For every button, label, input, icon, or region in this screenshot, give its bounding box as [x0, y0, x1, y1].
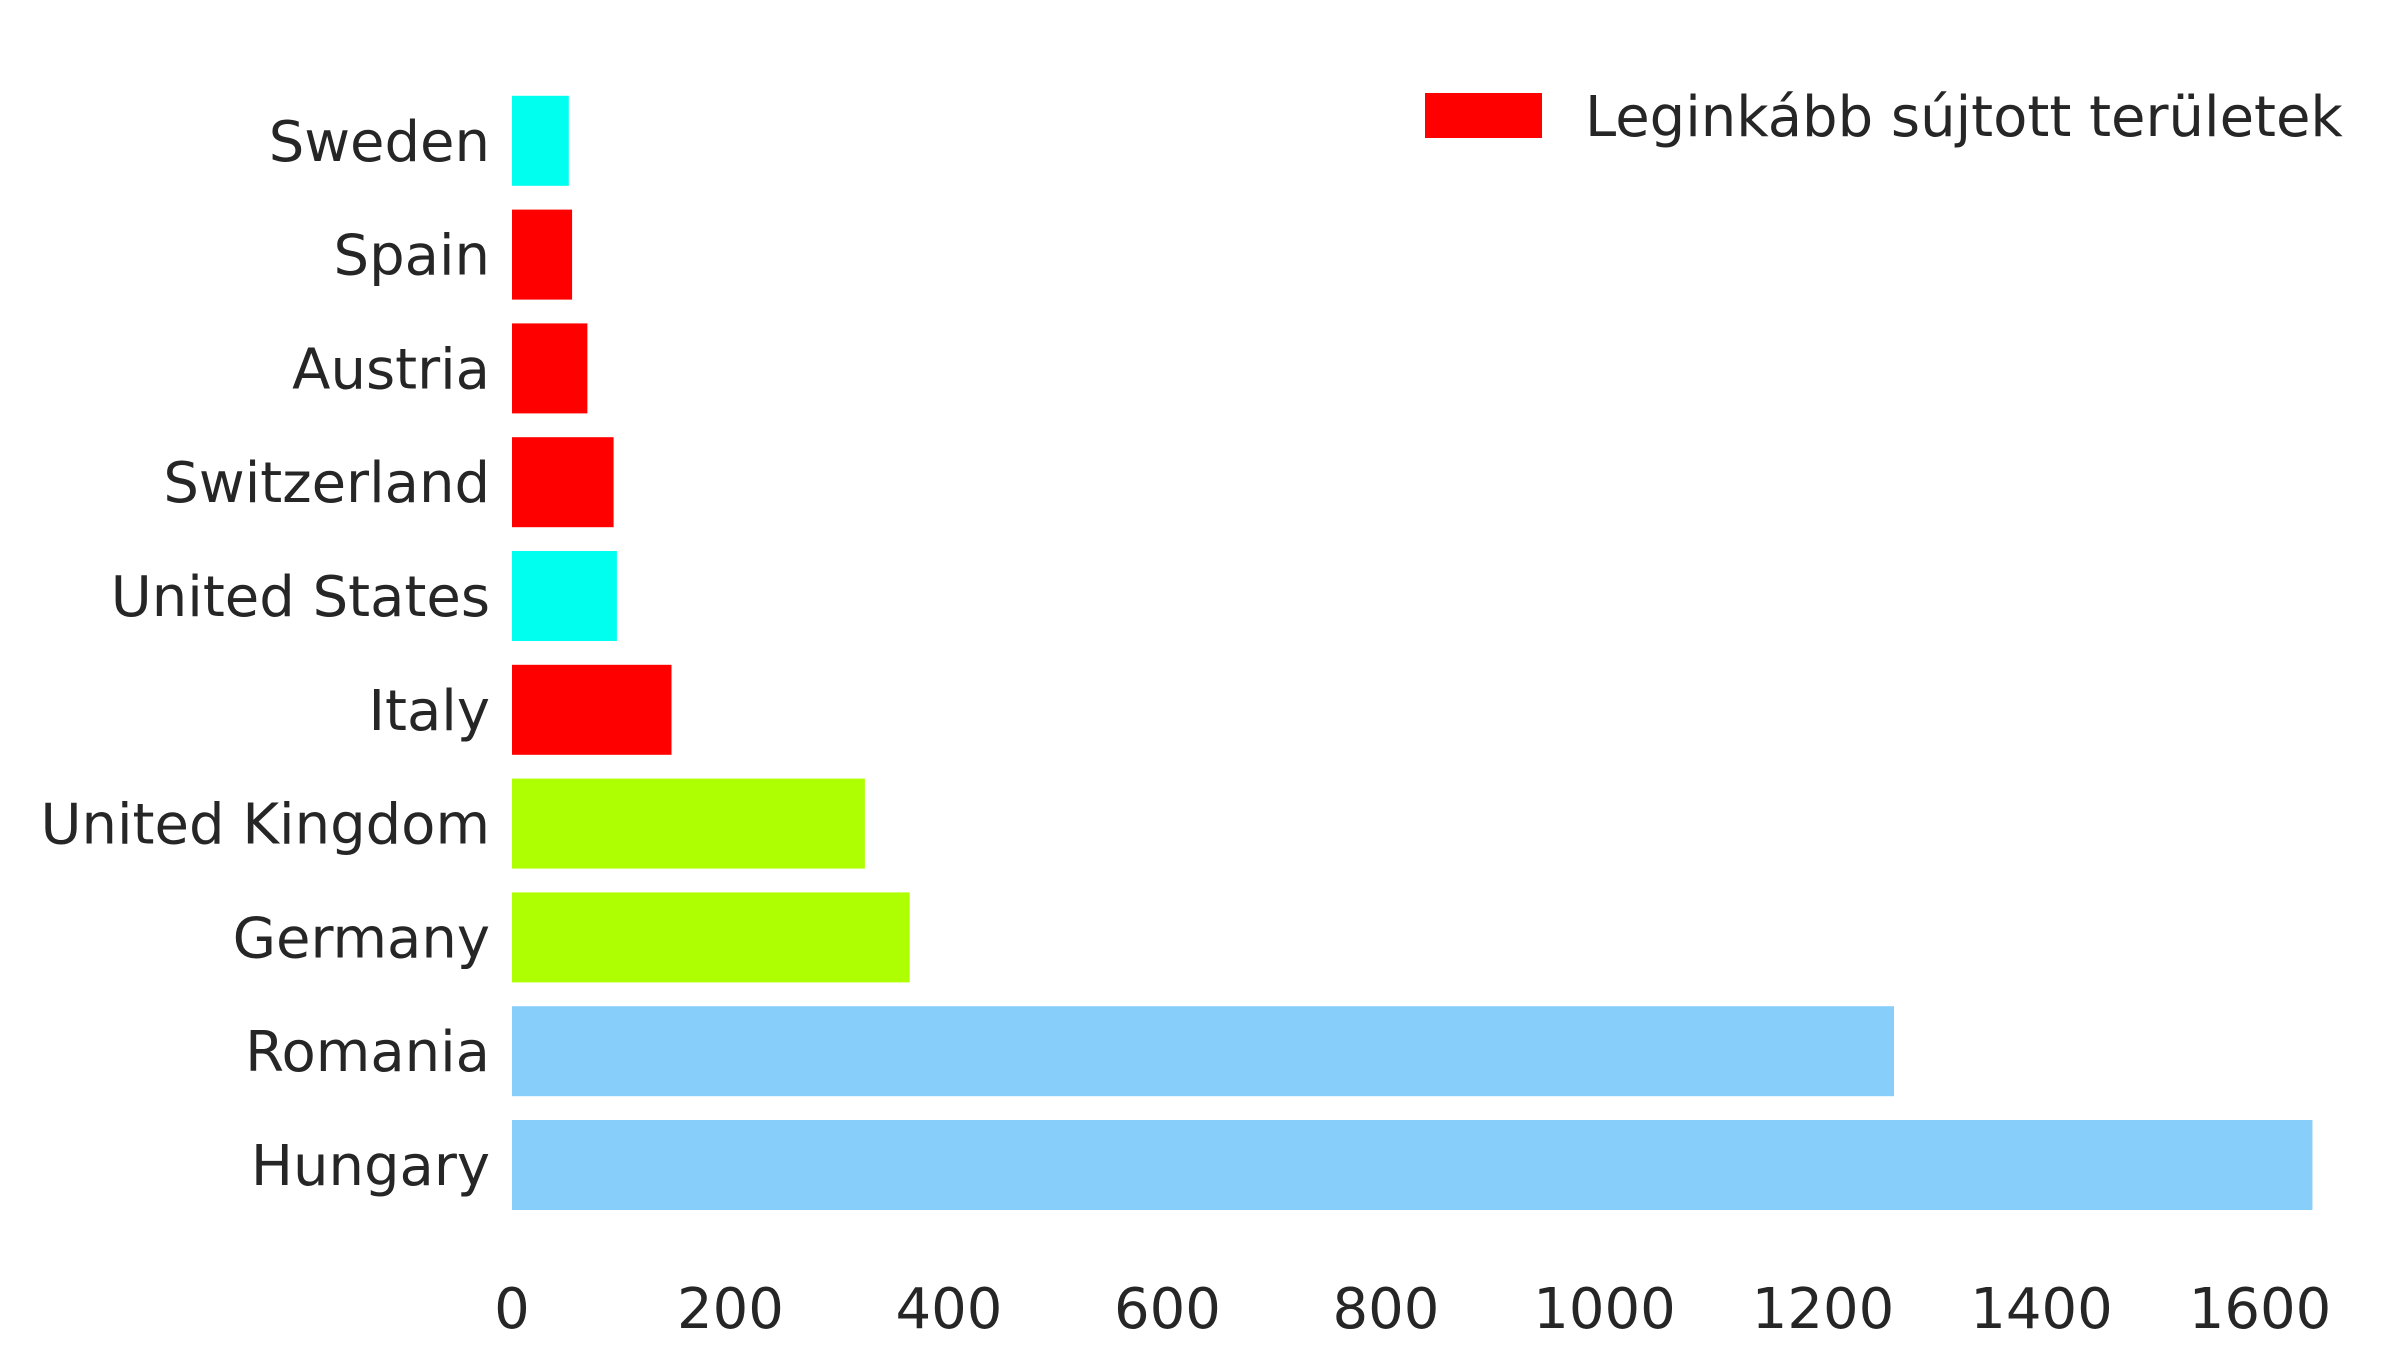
category-label: Hungary [251, 1134, 490, 1199]
x-tick-label: 800 [1333, 1277, 1440, 1342]
x-tick-label: 0 [494, 1277, 530, 1342]
category-label: Austria [292, 337, 490, 402]
bar-germany [512, 892, 910, 983]
x-tick-label: 1400 [1970, 1277, 2113, 1342]
category-label: Italy [369, 679, 491, 744]
bar-sweden [512, 95, 569, 186]
category-label: Romania [245, 1020, 490, 1085]
bar-italy [512, 664, 672, 755]
bar-spain [512, 209, 573, 300]
x-tick-label: 1000 [1533, 1277, 1676, 1342]
bar-switzerland [512, 437, 614, 528]
bar-hungary [512, 1120, 2313, 1210]
x-tick-label: 1200 [1752, 1277, 1895, 1342]
x-tick-label: 600 [1114, 1277, 1221, 1342]
category-label: Sweden [269, 110, 490, 175]
legend: Leginkább sújtott területek [1425, 85, 2343, 150]
bar-romania [512, 1006, 1895, 1097]
category-label: Spain [334, 224, 490, 289]
legend-label: Leginkább sújtott területek [1585, 85, 2343, 150]
x-tick-label: 400 [896, 1277, 1003, 1342]
bar-united-states [512, 551, 617, 641]
x-axis-ticks: 0 200 400 600 800 1000 1200 1400 1600 [494, 1277, 2331, 1342]
x-tick-label: 200 [677, 1277, 784, 1342]
legend-swatch [1425, 93, 1542, 138]
x-tick-label: 1600 [2189, 1277, 2332, 1342]
category-label: Germany [233, 906, 490, 971]
bar-austria [512, 323, 588, 414]
category-labels: Hungary Romania Germany United Kingdom Italy… [41, 110, 490, 1199]
category-label: United Kingdom [41, 793, 490, 858]
category-label: Switzerland [163, 451, 490, 516]
category-label: United States [111, 565, 490, 630]
bar-united-kingdom [512, 778, 865, 869]
bars-group [512, 95, 2313, 1210]
